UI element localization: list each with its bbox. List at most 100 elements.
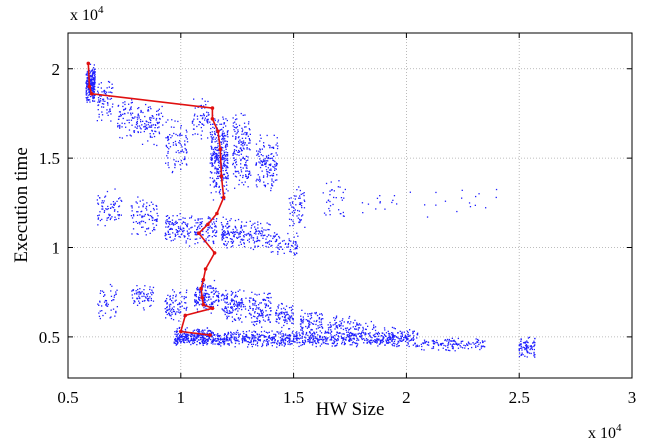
scatter-point [308,331,311,333]
scatter-point [273,155,275,157]
scatter-point [181,305,183,307]
scatter-point [150,108,152,110]
scatter-point [149,296,151,298]
scatter-point [270,153,272,155]
scatter-point [473,343,475,345]
scatter-point [384,208,386,210]
scatter-point [301,206,303,209]
scatter-point [288,240,290,242]
pareto-point [216,129,220,134]
scatter-point [283,307,285,309]
scatter-point [118,215,120,217]
scatter-point [349,339,351,341]
scatter-point [205,339,207,342]
scatter-point [255,340,257,342]
scatter-point [194,293,196,296]
scatter-point [201,330,203,332]
scatter-point [315,323,317,326]
scatter-point [315,331,318,333]
scatter-point [353,334,355,337]
scatter-point [107,114,109,116]
scatter-point [202,286,204,288]
scatter-point [190,227,192,229]
scatter-point [111,106,114,108]
scatter-point [237,336,240,338]
scatter-point [376,332,379,335]
scatter-point [258,293,260,296]
scatter-point [269,301,271,303]
scatter-point [210,123,212,126]
scatter-point [263,229,265,231]
scatter-point [135,123,138,126]
scatter-point [241,133,243,135]
scatter-point [94,76,96,79]
scatter-point [259,149,261,151]
scatter-point [94,74,96,77]
scatter-point [237,332,239,334]
scatter-point [301,320,303,322]
scatter-point [379,340,382,343]
scatter-point [272,159,274,161]
scatter-point [187,337,189,339]
scatter-point [333,342,335,344]
scatter-point [242,167,244,169]
scatter-point [533,345,535,348]
scatter-point [270,157,272,159]
scatter-point [376,333,379,336]
scatter-point [230,331,232,333]
scatter-point [210,338,212,341]
scatter-point [204,284,206,286]
scatter-point [242,338,244,340]
scatter-point [138,302,141,304]
scatter-point [475,195,477,198]
scatter-point [85,73,87,75]
scatter-point [443,344,445,347]
scatter-point [136,121,138,124]
scatter-point [210,157,212,160]
scatter-point [302,193,304,195]
scatter-point [106,190,109,193]
scatter-point [273,134,275,136]
scatter-point [475,345,477,347]
scatter-point [222,227,224,229]
scatter-point [241,239,244,241]
scatter-point [224,163,226,166]
y-axis-label: Execution time [11,147,32,263]
scatter-point [225,169,228,171]
scatter-point [186,138,188,140]
scatter-point [259,340,261,342]
scatter-point [228,315,230,317]
scatter-point [202,336,205,339]
scatter-point [158,108,160,110]
scatter-point [239,289,241,291]
scatter-point [117,214,119,216]
scatter-point [421,345,423,348]
scatter-point [343,321,345,323]
scatter-point [248,142,250,144]
scatter-point [214,166,216,168]
scatter-point [214,225,216,228]
scatter-point [155,124,157,126]
scatter-point [119,127,121,129]
scatter-point [326,338,328,340]
scatter-point [397,342,399,344]
scatter-point [178,309,180,311]
scatter-point [225,157,227,159]
scatter-point [296,342,298,344]
scatter-point [281,303,283,305]
scatter-point [338,325,341,327]
scatter-point [91,83,93,85]
scatter-point [196,229,198,231]
scatter-point [299,219,301,221]
scatter-point [259,180,261,183]
scatter-point [170,317,173,320]
scatter-point [299,334,301,337]
scatter-point [108,86,110,88]
scatter-point [334,319,336,321]
scatter-point [133,117,135,119]
scatter-point [227,162,229,164]
scatter-point [392,344,394,347]
scatter-point [116,200,118,202]
scatter-point [169,296,171,298]
scatter-point [241,302,244,304]
